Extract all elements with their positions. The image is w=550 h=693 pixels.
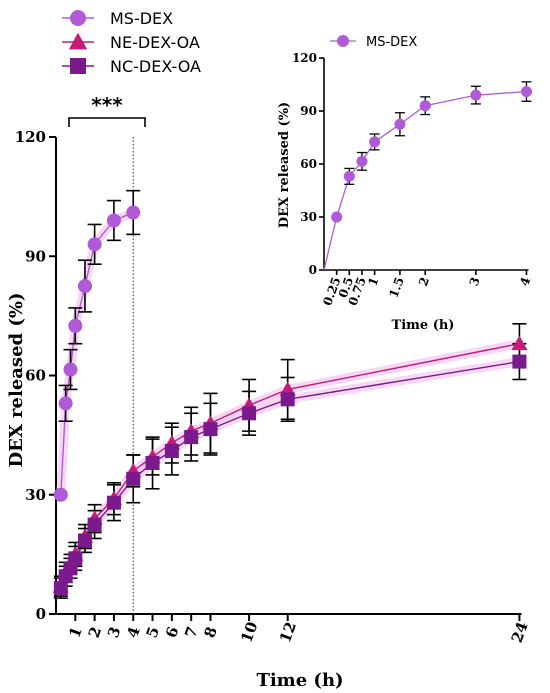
main-y-tick-label: 90 bbox=[25, 247, 46, 265]
significance-bracket: *** bbox=[68, 93, 146, 127]
main-legend: MS-DEX NE-DEX-OA NC-DEX-OA bbox=[62, 9, 201, 76]
data-point bbox=[106, 495, 121, 510]
inset-y-tick-label: 30 bbox=[300, 210, 317, 224]
main-x-tick-label: 1 bbox=[65, 624, 85, 640]
data-point bbox=[512, 354, 527, 369]
inset-data-point bbox=[369, 136, 381, 148]
inset-y-tick-labels: 0 30 60 90 120 bbox=[292, 51, 317, 277]
data-point bbox=[242, 406, 257, 421]
inset-x-tick-labels: 0.250.50.751 1.5 2 3 4 bbox=[320, 275, 533, 307]
main-x-tick-label: 4 bbox=[123, 624, 143, 640]
inset-x-tick-label: 0.5 bbox=[336, 275, 356, 299]
inset-data-point bbox=[356, 155, 368, 167]
data-point bbox=[63, 362, 78, 377]
data-point bbox=[126, 205, 141, 220]
main-chart-axes bbox=[49, 136, 522, 621]
significance-bracket-line bbox=[68, 117, 146, 127]
inset-legend-label: MS-DEX bbox=[366, 35, 417, 50]
inset-legend: MS-DEX bbox=[330, 35, 417, 50]
inset-data-point bbox=[470, 89, 482, 101]
main-x-tick-label: 6 bbox=[162, 624, 182, 640]
inset-x-axis-title: Time (h) bbox=[392, 318, 455, 333]
data-point bbox=[279, 381, 296, 396]
inset-chart-series bbox=[323, 81, 532, 271]
inset-data-point bbox=[343, 170, 355, 182]
main-x-axis-title: Time (h) bbox=[256, 670, 343, 691]
data-point bbox=[53, 487, 68, 502]
main-x-tick-label: 2 bbox=[85, 624, 105, 640]
inset-legend-marker bbox=[337, 35, 349, 47]
legend-label: NC-DEX-OA bbox=[110, 57, 201, 76]
series-halo-1 bbox=[56, 339, 521, 588]
legend-label: MS-DEX bbox=[110, 9, 173, 28]
inset-x-tick-label: 2 bbox=[416, 275, 432, 288]
inset-x-tick-label: 4 bbox=[517, 275, 533, 288]
main-y-tick-labels: 0 30 60 90 120 bbox=[15, 128, 46, 623]
main-x-tick-label: 24 bbox=[508, 619, 532, 645]
inset-y-tick-label: 120 bbox=[292, 51, 317, 65]
main-x-tick-label: 10 bbox=[237, 619, 261, 645]
series-line-0 bbox=[60, 211, 134, 495]
main-x-tick-label: 3 bbox=[104, 624, 124, 640]
data-point bbox=[87, 517, 102, 532]
main-x-tick-label: 8 bbox=[201, 624, 221, 640]
legend-marker bbox=[68, 32, 88, 50]
data-point bbox=[106, 213, 121, 228]
data-point bbox=[77, 279, 92, 294]
data-point bbox=[126, 471, 141, 486]
main-y-tick-label: 60 bbox=[25, 367, 46, 385]
series-line-1 bbox=[60, 343, 520, 587]
data-point bbox=[58, 396, 73, 411]
inset-chart-axes bbox=[319, 57, 529, 275]
legend-label: NE-DEX-OA bbox=[110, 33, 200, 52]
data-point bbox=[68, 318, 83, 333]
data-point bbox=[511, 335, 528, 351]
main-x-tick-label: 7 bbox=[181, 624, 201, 640]
data-point bbox=[280, 392, 295, 407]
data-point bbox=[164, 444, 179, 459]
data-point bbox=[203, 422, 218, 437]
inset-y-tick-label: 0 bbox=[309, 263, 317, 277]
inset-data-point bbox=[419, 100, 431, 112]
significance-stars: *** bbox=[91, 93, 123, 117]
main-chart-series bbox=[52, 189, 528, 599]
inset-y-tick-label: 90 bbox=[300, 104, 317, 118]
data-point bbox=[145, 455, 160, 470]
inset-x-tick-label: 3 bbox=[467, 275, 483, 288]
inset-data-point bbox=[520, 86, 532, 98]
inset-x-tick-label: 1 bbox=[365, 275, 381, 288]
data-point bbox=[77, 533, 92, 548]
inset-y-axis-title: DEX released (%) bbox=[277, 102, 292, 228]
main-y-tick-label: 0 bbox=[36, 605, 46, 623]
main-y-tick-label: 30 bbox=[25, 486, 46, 504]
inset-data-point bbox=[331, 211, 343, 223]
data-point bbox=[184, 430, 199, 445]
data-point bbox=[87, 237, 102, 252]
data-point bbox=[68, 551, 83, 566]
inset-data-point bbox=[394, 118, 406, 130]
data-point bbox=[53, 581, 68, 596]
inset-series-line bbox=[323, 90, 527, 271]
legend-marker bbox=[70, 58, 86, 74]
legend-marker bbox=[70, 10, 86, 26]
main-y-axis-title: DEX released (%) bbox=[6, 292, 27, 467]
main-y-tick-label: 120 bbox=[15, 128, 46, 146]
inset-y-tick-label: 60 bbox=[300, 157, 317, 171]
main-x-tick-label: 5 bbox=[143, 624, 163, 640]
inset-x-tick-label: 1.5 bbox=[386, 275, 406, 299]
main-x-tick-label: 12 bbox=[276, 619, 300, 645]
